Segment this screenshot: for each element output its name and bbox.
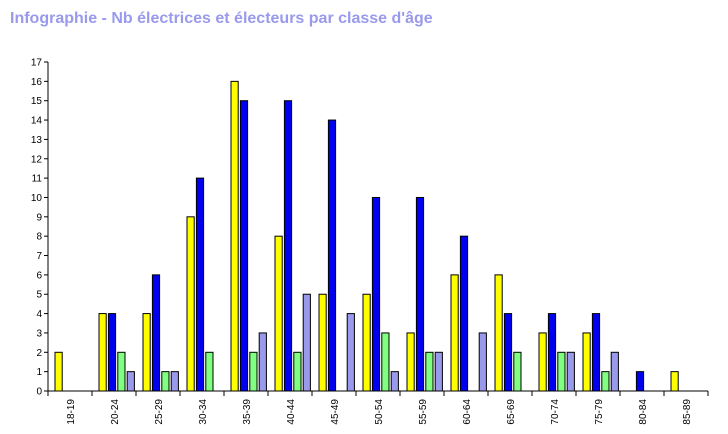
y-tick-label: 15 — [31, 96, 43, 107]
bar — [274, 235, 283, 392]
x-tick-label: 25-29 — [154, 399, 165, 425]
x-tick-label: 60-64 — [462, 399, 473, 425]
bar — [293, 351, 302, 392]
bar — [494, 274, 503, 392]
bar — [547, 313, 557, 392]
bar — [670, 371, 679, 392]
bar — [610, 351, 619, 392]
bar — [302, 293, 311, 392]
y-tick-label: 13 — [31, 135, 43, 146]
bar — [195, 177, 205, 392]
bar — [151, 274, 161, 392]
bar — [161, 371, 170, 392]
x-tick-label: 50-54 — [374, 399, 385, 425]
bar — [117, 351, 126, 392]
bar — [54, 351, 63, 392]
y-tick-label: 4 — [36, 309, 42, 320]
bar — [406, 332, 415, 392]
bar — [591, 313, 601, 392]
bar — [239, 100, 249, 392]
bar — [186, 216, 195, 392]
x-tick-label: 40-44 — [286, 399, 297, 425]
bar — [142, 313, 151, 392]
y-tick-label: 11 — [32, 174, 43, 185]
bar — [390, 371, 399, 392]
y-tick-label: 14 — [31, 116, 43, 127]
bar — [249, 351, 258, 392]
y-tick-label: 16 — [31, 77, 43, 88]
bar — [557, 351, 566, 392]
bar — [566, 351, 575, 392]
bar — [205, 351, 214, 392]
bar — [582, 332, 591, 392]
y-tick-label: 6 — [36, 270, 42, 281]
bar — [318, 293, 327, 392]
x-tick-label: 80-84 — [638, 399, 649, 425]
x-tick-label: 70-74 — [550, 399, 561, 425]
bar — [459, 235, 469, 392]
x-tick-label: 65-69 — [506, 399, 517, 425]
bar — [425, 351, 434, 392]
bar — [450, 274, 459, 392]
y-tick-label: 1 — [36, 367, 42, 378]
bar — [635, 371, 645, 392]
y-tick-label: 8 — [36, 232, 42, 243]
bar — [170, 371, 179, 392]
y-tick-label: 12 — [31, 154, 43, 165]
bar — [126, 371, 135, 392]
bar — [371, 196, 381, 392]
x-tick-label: 18-19 — [66, 399, 77, 425]
bar — [327, 119, 337, 392]
bar — [601, 371, 610, 392]
bar — [98, 313, 107, 392]
y-tick-label: 5 — [36, 290, 42, 301]
bar — [503, 313, 513, 392]
bar — [346, 313, 355, 392]
x-tick-label: 55-59 — [418, 399, 429, 425]
x-tick-label: 45-49 — [330, 399, 341, 425]
x-tick-label: 20-24 — [110, 399, 121, 425]
x-tick-label: 75-79 — [594, 399, 605, 425]
y-tick-label: 3 — [36, 328, 42, 339]
y-tick-label: 17 — [31, 58, 43, 69]
chart-title: Infographie - Nb électrices et électeurs… — [10, 10, 433, 27]
y-tick-label: 2 — [36, 348, 42, 359]
bar — [513, 351, 522, 392]
bar — [230, 80, 239, 392]
bar — [434, 351, 443, 392]
bar — [107, 313, 117, 392]
bar — [283, 100, 293, 392]
y-tick-label: 10 — [31, 193, 43, 204]
bar — [478, 332, 487, 392]
bars — [54, 80, 679, 392]
y-tick-label: 9 — [36, 212, 42, 223]
x-tick-label: 35-39 — [242, 399, 253, 425]
bar — [258, 332, 267, 392]
y-tick-label: 7 — [36, 251, 42, 262]
bar — [538, 332, 547, 392]
x-tick-label: 85-89 — [682, 399, 693, 425]
x-tick-label: 30-34 — [198, 399, 209, 425]
bar — [381, 332, 390, 392]
bar — [415, 196, 425, 392]
y-tick-label: 0 — [36, 387, 42, 398]
bar — [362, 293, 371, 392]
